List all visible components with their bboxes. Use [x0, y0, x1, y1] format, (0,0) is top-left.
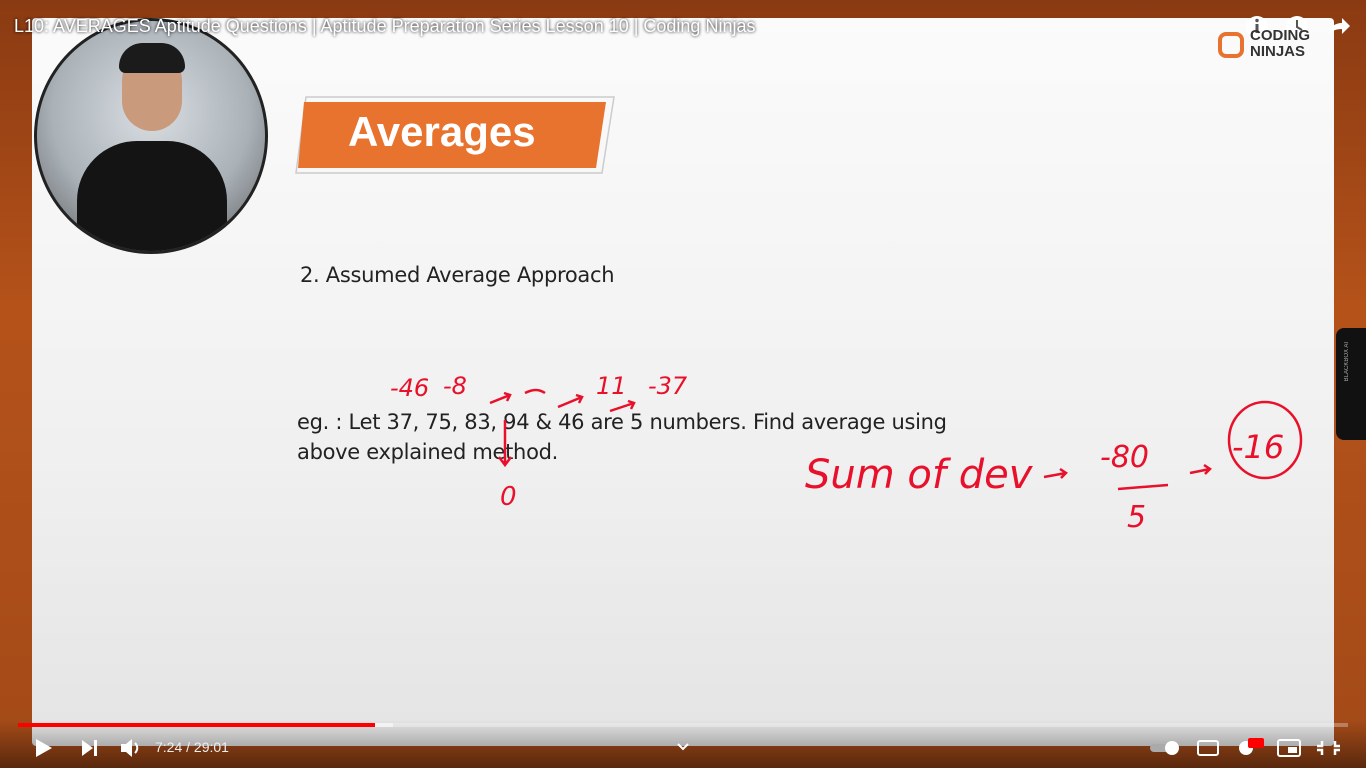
result-marks	[1043, 400, 1303, 491]
logo-line: NINJAS	[1250, 43, 1306, 60]
progress-track[interactable]	[18, 723, 1348, 727]
result: -16	[1232, 428, 1285, 466]
sum-label: Sum of dev	[805, 452, 1033, 498]
deviation: -37	[648, 372, 688, 400]
control-icons	[36, 738, 1340, 757]
slide-subheading: 2. Assumed Average Approach	[300, 263, 615, 287]
control-bar	[0, 720, 1366, 768]
deviation: -46	[390, 374, 430, 402]
example-line: eg. : Let 37, 75, 83, 94 & 46 are 5 numb…	[297, 410, 947, 434]
time-display: 7:24 / 29:01	[155, 739, 229, 755]
side-tab-label: BLACKBOX AI	[1344, 342, 1350, 382]
deviation: 11	[596, 372, 627, 400]
top-icons	[1246, 16, 1350, 38]
logo-icon	[1218, 32, 1244, 58]
side-tab[interactable]: BLACKBOX AI	[1336, 328, 1366, 440]
slide-heading: Averages	[348, 108, 536, 155]
zero-deviation: 0	[500, 482, 517, 512]
arrows	[489, 388, 636, 468]
example-line: above explained method.	[297, 440, 559, 464]
webcam	[34, 18, 268, 254]
numerator: -80	[1100, 440, 1149, 475]
logo-text: CODING NINJAS	[1250, 28, 1310, 60]
heading-banner	[295, 96, 615, 174]
video-title: L10: AVERAGES Aptitude Questions | Aptit…	[14, 16, 756, 36]
denominator: 5	[1127, 500, 1147, 535]
logo-line: CODING	[1250, 27, 1310, 44]
deviation: -8	[443, 372, 467, 400]
